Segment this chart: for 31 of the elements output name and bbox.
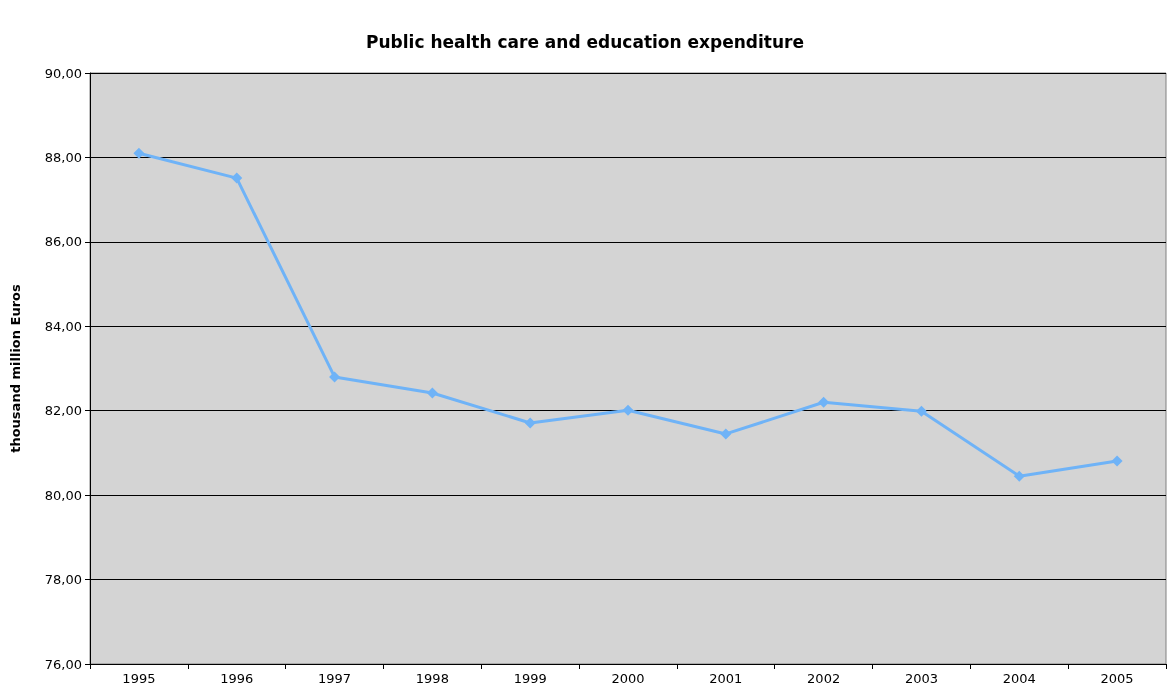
point xyxy=(329,371,341,383)
point xyxy=(426,387,438,399)
y-tick-label: 80,00 xyxy=(44,487,82,503)
x-tick-label: 2005 xyxy=(1100,671,1134,686)
x-tick-label: 1998 xyxy=(415,671,449,686)
point xyxy=(133,147,145,159)
x-tick-label: 1996 xyxy=(220,671,254,686)
x-tick-label: 2000 xyxy=(611,671,645,686)
x-tick-label: 2004 xyxy=(1002,671,1036,686)
x-tick-label: 1999 xyxy=(513,671,547,686)
y-tick-label: 82,00 xyxy=(44,403,82,419)
x-tick-label: 2003 xyxy=(904,671,938,686)
y-tick-label: 86,00 xyxy=(44,234,82,250)
x-tick-label: 2002 xyxy=(807,671,841,686)
y-tick-label: 84,00 xyxy=(44,318,82,334)
x-tick-label: 1995 xyxy=(122,671,156,686)
point xyxy=(1111,455,1123,467)
point xyxy=(1013,470,1025,482)
point xyxy=(524,417,536,429)
x-tick-label: 1997 xyxy=(318,671,352,686)
y-tick-label: 90,00 xyxy=(44,65,82,81)
point xyxy=(720,428,732,440)
y-tick-label: 88,00 xyxy=(44,149,82,165)
x-tick-label: 2001 xyxy=(709,671,743,686)
point xyxy=(818,396,830,408)
y-tick-label: 78,00 xyxy=(44,572,82,588)
y-axis-title: thousand million Euros xyxy=(8,283,23,453)
point xyxy=(231,172,243,184)
chart-title: Public health care and education expenditure xyxy=(366,31,804,52)
y-tick-label: 76,00 xyxy=(44,656,82,672)
point xyxy=(622,404,634,416)
